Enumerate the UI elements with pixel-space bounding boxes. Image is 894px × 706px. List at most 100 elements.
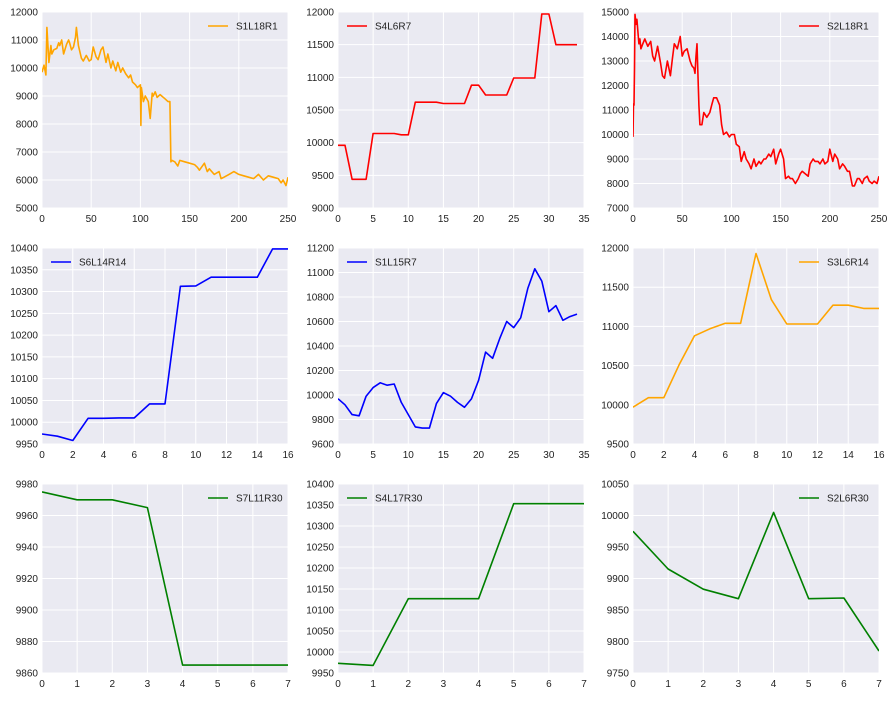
x-tick-label: 3 <box>736 679 742 690</box>
x-tick-label: 7 <box>285 679 291 690</box>
y-tick-label: 10250 <box>10 309 38 320</box>
series-line <box>633 13 879 187</box>
x-tick-label: 12 <box>221 450 233 461</box>
x-tick-label: 150 <box>772 214 789 225</box>
y-tick-label: 11000 <box>307 268 335 279</box>
legend-label: S4L6R7 <box>375 22 412 33</box>
x-tick-label: 25 <box>508 214 520 225</box>
y-tick-label: 10000 <box>10 64 38 75</box>
y-tick-label: 9950 <box>16 440 39 451</box>
x-tick-label: 5 <box>370 450 376 461</box>
y-tick-label: 11000 <box>602 322 630 333</box>
y-tick-label: 10500 <box>601 361 629 372</box>
chart-panel-1: 0 50 100 150 200 250 5000 6000 7000 8000 9000 10000… <box>10 8 297 226</box>
legend: S1L18R1 <box>208 22 278 33</box>
chart-panel-7: 0 1 2 3 4 5 6 7 9860 9880 9900 9920 9940 9960 9980 S7L1… <box>16 480 291 691</box>
y-tick-label: 12000 <box>601 244 629 255</box>
y-tick-label: 10000 <box>306 648 334 659</box>
x-tick-label: 4 <box>692 450 698 461</box>
legend: S2L18R1 <box>799 22 869 33</box>
chart-panel-2: 0 5 10 15 20 25 30 35 9000 9500 10000 10500 11000 115… <box>306 8 590 226</box>
x-tick-label: 8 <box>753 450 759 461</box>
x-tick-label: 10 <box>403 214 415 225</box>
y-tick-label: 9500 <box>607 440 630 451</box>
x-tick-label: 8 <box>162 450 168 461</box>
y-tick-label: 14000 <box>601 32 629 43</box>
y-tick-label: 9950 <box>312 669 335 680</box>
x-tick-label: 0 <box>335 450 341 461</box>
x-tick-label: 10 <box>190 450 202 461</box>
x-tick-label: 0 <box>39 214 45 225</box>
x-tick-label: 35 <box>578 450 590 461</box>
x-tick-label: 6 <box>722 450 728 461</box>
x-tick-label: 35 <box>578 214 590 225</box>
y-tick-label: 10000 <box>306 138 334 149</box>
x-tick-label: 0 <box>39 679 45 690</box>
y-tick-label: 10000 <box>306 391 334 402</box>
chart-panel-8: 0 1 2 3 4 5 6 7 9950 10000 10050 10100 10150 10200 102… <box>306 480 587 691</box>
y-tick-label: 7000 <box>607 204 630 215</box>
y-tick-label: 10300 <box>306 522 334 533</box>
x-tick-label: 12 <box>812 450 824 461</box>
x-tick-label: 1 <box>74 679 80 690</box>
y-tick-label: 10350 <box>10 265 38 276</box>
legend-label: S1L18R1 <box>236 22 278 33</box>
x-tick-label: 1 <box>665 679 671 690</box>
legend: S4L6R7 <box>347 22 412 33</box>
series-line <box>42 248 288 442</box>
y-tick-label: 9800 <box>312 415 335 426</box>
x-tick-label: 50 <box>86 214 98 225</box>
y-tick-label: 10150 <box>10 352 38 363</box>
y-tick-label: 9000 <box>312 204 335 215</box>
y-tick-label: 8000 <box>607 179 630 190</box>
y-tick-label: 10200 <box>10 331 38 342</box>
y-tick-label: 10400 <box>306 480 334 491</box>
chart-panel-6: 0 2 4 6 8 10 12 14 16 9500 10000 10500 11000 11500 120… <box>601 244 885 462</box>
x-tick-label: 150 <box>181 214 198 225</box>
series-line <box>338 13 577 181</box>
x-tick-label: 20 <box>473 214 485 225</box>
legend-label: S7L11R30 <box>236 494 283 505</box>
y-tick-label: 11200 <box>307 244 335 255</box>
y-tick-label: 10400 <box>306 342 334 353</box>
y-tick-label: 13000 <box>601 57 629 68</box>
y-tick-label: 6000 <box>16 176 39 187</box>
x-tick-label: 20 <box>473 450 485 461</box>
y-tick-label: 10150 <box>306 585 334 596</box>
y-tick-label: 10000 <box>601 400 629 411</box>
x-tick-label: 200 <box>821 214 838 225</box>
x-tick-label: 3 <box>441 679 447 690</box>
legend: S2L6R30 <box>799 494 869 505</box>
y-tick-label: 10300 <box>10 287 38 298</box>
x-tick-label: 250 <box>871 214 888 225</box>
x-tick-label: 2 <box>701 679 707 690</box>
y-tick-label: 9800 <box>607 637 630 648</box>
y-tick-label: 10100 <box>306 606 334 617</box>
y-tick-label: 7000 <box>16 148 39 159</box>
x-tick-label: 6 <box>841 679 847 690</box>
series-line <box>338 502 584 667</box>
y-tick-label: 10050 <box>601 480 629 491</box>
legend-label: S6L14R14 <box>79 258 127 269</box>
x-tick-label: 0 <box>335 679 341 690</box>
y-tick-label: 12000 <box>10 8 38 19</box>
y-tick-label: 11000 <box>11 36 39 47</box>
x-tick-label: 4 <box>101 450 107 461</box>
y-tick-label: 9950 <box>607 543 630 554</box>
legend: S6L14R14 <box>51 258 127 269</box>
x-tick-label: 5 <box>370 214 376 225</box>
x-tick-label: 5 <box>215 679 221 690</box>
y-tick-label: 9860 <box>16 669 39 680</box>
x-tick-label: 250 <box>280 214 297 225</box>
y-tick-label: 10500 <box>306 106 334 117</box>
y-tick-label: 10050 <box>306 627 334 638</box>
y-tick-label: 10000 <box>601 511 629 522</box>
x-tick-label: 16 <box>282 450 294 461</box>
y-tick-label: 9900 <box>16 606 39 617</box>
x-tick-label: 30 <box>543 214 555 225</box>
y-tick-label: 9000 <box>16 92 39 103</box>
chart-panel-3: 0 50 100 150 200 250 7000 8000 9000 10000 11000 120… <box>601 8 888 226</box>
x-tick-label: 14 <box>252 450 264 461</box>
y-tick-label: 9600 <box>312 440 335 451</box>
x-tick-label: 200 <box>230 214 247 225</box>
